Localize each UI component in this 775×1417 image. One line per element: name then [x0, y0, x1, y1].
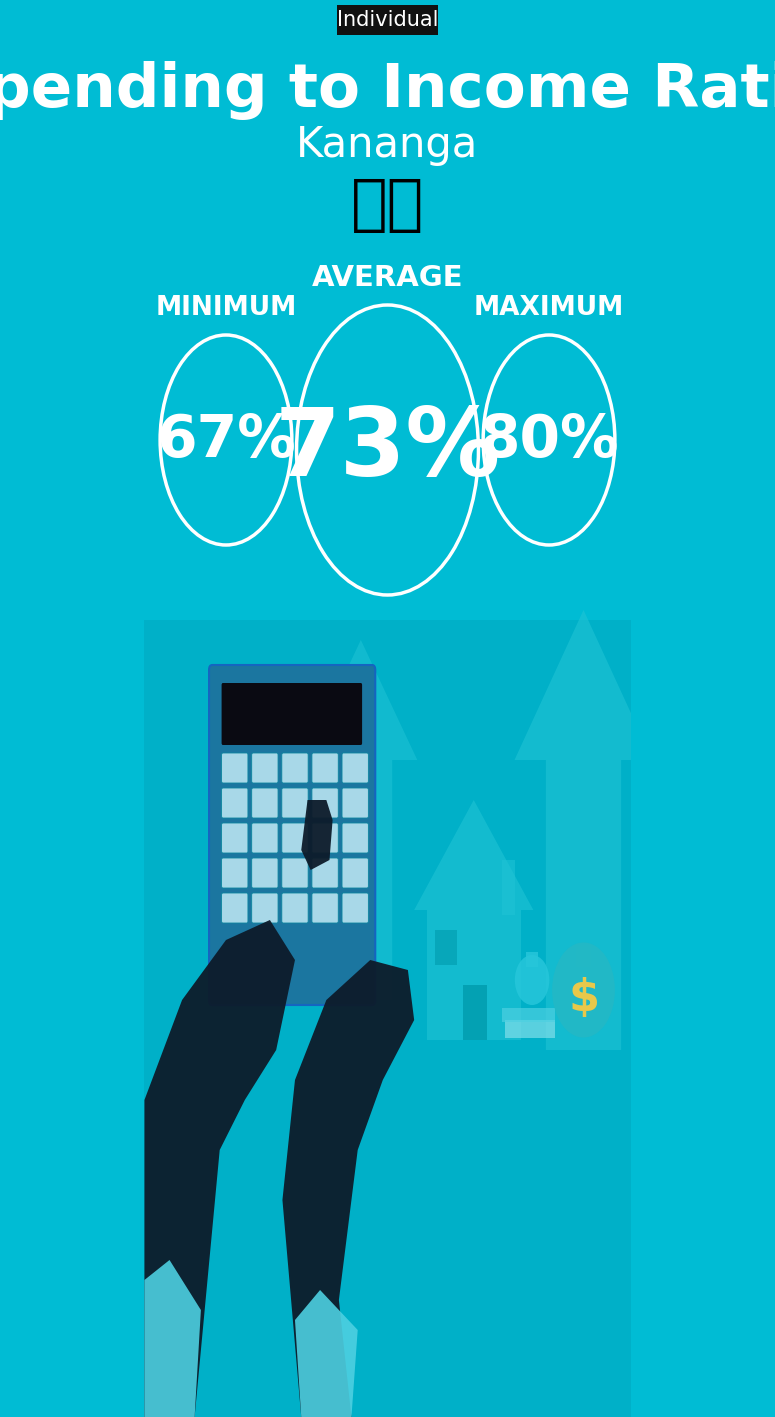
- Bar: [576, 945, 591, 966]
- FancyBboxPatch shape: [222, 859, 248, 888]
- FancyBboxPatch shape: [222, 752, 248, 784]
- FancyBboxPatch shape: [222, 893, 248, 922]
- FancyBboxPatch shape: [252, 859, 278, 888]
- FancyBboxPatch shape: [342, 823, 368, 853]
- FancyBboxPatch shape: [282, 859, 308, 888]
- FancyBboxPatch shape: [337, 6, 438, 35]
- FancyBboxPatch shape: [312, 752, 338, 784]
- FancyBboxPatch shape: [252, 752, 278, 784]
- Text: Kananga: Kananga: [296, 125, 479, 166]
- Bar: [463, 985, 487, 1040]
- Text: Individual: Individual: [337, 10, 438, 30]
- Text: 80%: 80%: [479, 411, 618, 469]
- FancyBboxPatch shape: [342, 859, 368, 888]
- Polygon shape: [282, 959, 414, 1417]
- Polygon shape: [515, 609, 653, 1050]
- FancyBboxPatch shape: [282, 752, 308, 784]
- Bar: [502, 860, 515, 915]
- FancyBboxPatch shape: [342, 752, 368, 784]
- FancyBboxPatch shape: [282, 788, 308, 818]
- FancyBboxPatch shape: [342, 893, 368, 922]
- Ellipse shape: [297, 305, 478, 595]
- Polygon shape: [144, 920, 295, 1417]
- FancyBboxPatch shape: [342, 788, 368, 818]
- Text: 73%: 73%: [274, 404, 501, 496]
- Bar: [502, 1007, 556, 1022]
- FancyBboxPatch shape: [312, 823, 338, 853]
- Text: Spending to Income Ratio: Spending to Income Ratio: [0, 61, 775, 119]
- Text: 67%: 67%: [156, 411, 296, 469]
- Text: MINIMUM: MINIMUM: [155, 295, 297, 322]
- FancyBboxPatch shape: [252, 823, 278, 853]
- FancyBboxPatch shape: [222, 823, 248, 853]
- Text: AVERAGE: AVERAGE: [312, 264, 463, 292]
- FancyBboxPatch shape: [252, 893, 278, 922]
- Bar: [144, 621, 631, 1417]
- FancyBboxPatch shape: [312, 893, 338, 922]
- Ellipse shape: [160, 334, 292, 546]
- Bar: [435, 930, 456, 965]
- Polygon shape: [295, 1289, 358, 1417]
- Ellipse shape: [483, 334, 615, 546]
- FancyBboxPatch shape: [282, 893, 308, 922]
- Ellipse shape: [552, 942, 615, 1037]
- FancyBboxPatch shape: [282, 823, 308, 853]
- Polygon shape: [301, 801, 332, 870]
- Text: MAXIMUM: MAXIMUM: [474, 295, 624, 322]
- FancyBboxPatch shape: [312, 859, 338, 888]
- Polygon shape: [414, 801, 533, 910]
- Text: $: $: [568, 976, 599, 1019]
- FancyBboxPatch shape: [252, 788, 278, 818]
- Bar: [427, 910, 521, 1040]
- Ellipse shape: [515, 955, 549, 1005]
- Polygon shape: [144, 1260, 201, 1417]
- Polygon shape: [305, 640, 417, 1000]
- FancyBboxPatch shape: [209, 665, 375, 1005]
- Bar: [505, 1020, 556, 1039]
- FancyBboxPatch shape: [222, 683, 362, 745]
- Bar: [525, 952, 539, 966]
- Text: 🇨🇩: 🇨🇩: [351, 176, 424, 234]
- FancyBboxPatch shape: [222, 788, 248, 818]
- FancyBboxPatch shape: [312, 788, 338, 818]
